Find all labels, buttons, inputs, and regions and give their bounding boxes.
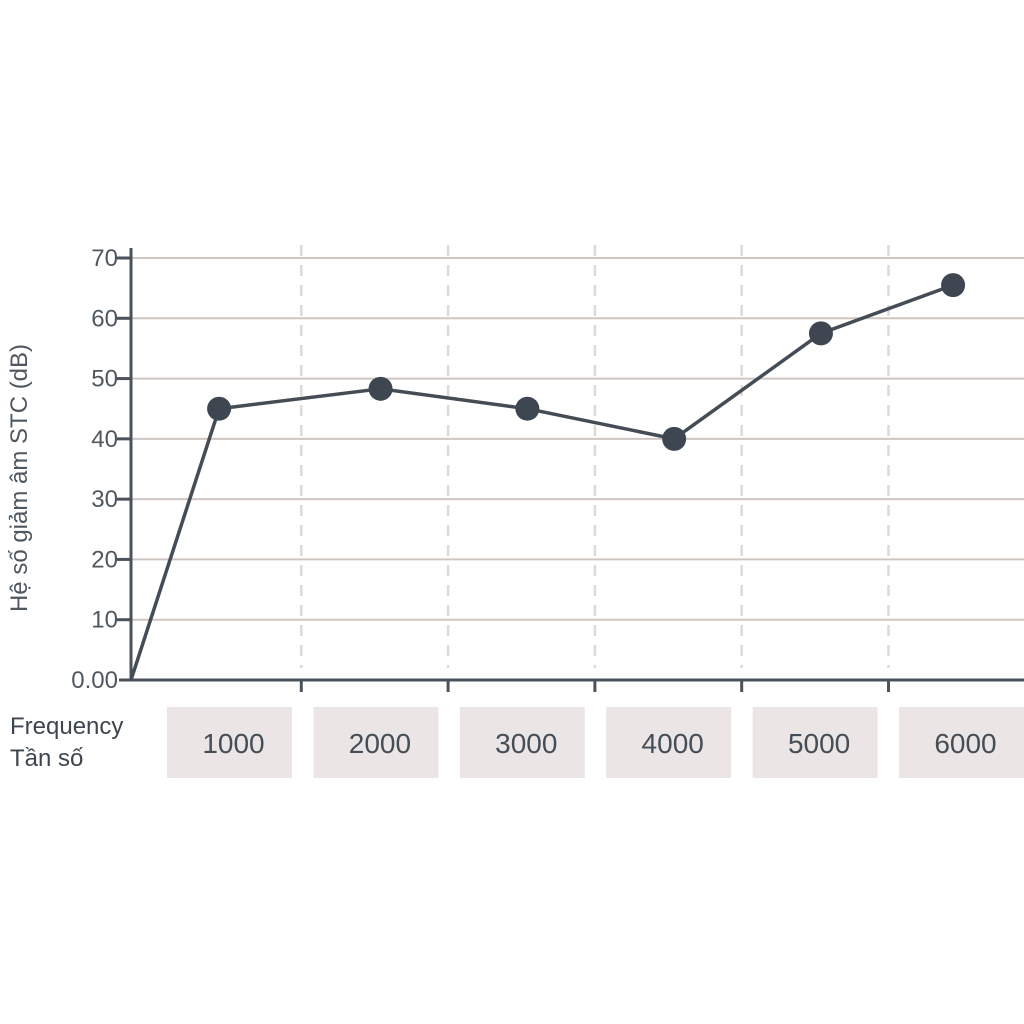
data-point-2 <box>368 376 393 401</box>
category-box-3000 <box>459 707 585 778</box>
category-box-4000 <box>606 707 732 778</box>
data-point-1 <box>207 396 232 421</box>
category-label-4000: 4000 <box>642 728 704 759</box>
x-header-line-1: Frequency <box>10 713 123 740</box>
category-box-5000 <box>752 707 878 778</box>
category-label-2000: 2000 <box>349 728 411 759</box>
data-point-4 <box>662 426 687 451</box>
y-tick-label: 50 <box>91 366 118 393</box>
y-tick-label: 20 <box>91 546 118 573</box>
series-line-0 <box>129 283 954 681</box>
category-label-1000: 1000 <box>202 728 264 759</box>
data-series <box>129 273 966 681</box>
category-label-6000: 6000 <box>934 728 996 759</box>
axes <box>119 248 1024 682</box>
x-axis-ticks <box>299 680 890 692</box>
category-box-1000 <box>167 707 292 778</box>
data-point-5 <box>808 321 833 346</box>
category-labels: 1000 2000 3000 4000 5000 6000 <box>167 707 1024 778</box>
y-tick-label: 40 <box>91 426 118 453</box>
category-box-2000 <box>313 707 439 778</box>
y-tick-label: 10 <box>91 607 118 634</box>
y-tick-label: 30 <box>91 486 118 513</box>
y-axis-ticks: 0.00 10 20 30 40 50 60 70 <box>71 245 131 694</box>
x-header-line-2: Tần số <box>10 745 83 772</box>
category-box-6000 <box>899 707 1024 778</box>
y-axis-label: Hệ số giảm âm STC (dB) <box>6 344 33 612</box>
y-tick-label: 60 <box>91 305 118 332</box>
data-point-3 <box>515 396 540 421</box>
data-point-6 <box>941 273 966 298</box>
horizontal-gridlines <box>131 257 1024 621</box>
category-label-3000: 3000 <box>495 728 557 759</box>
vertical-gridlines <box>300 245 890 668</box>
y-tick-label: 70 <box>91 245 118 272</box>
category-label-5000: 5000 <box>788 728 850 759</box>
y-tick-label: 0.00 <box>71 667 118 694</box>
